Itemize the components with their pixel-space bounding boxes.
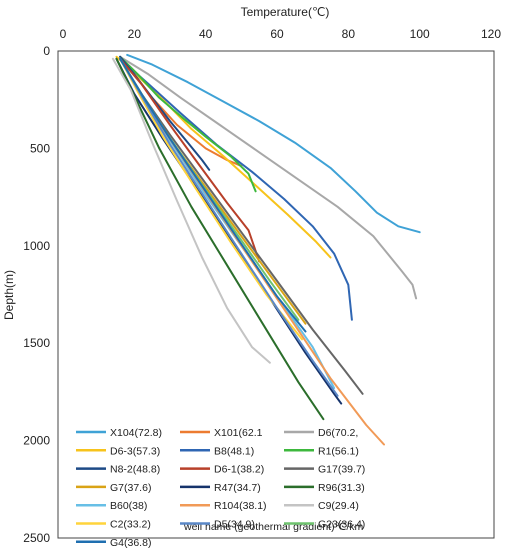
x-tick-label: 40	[199, 27, 213, 41]
x-axis-ticks: 0 20 40 60 80 100 120	[60, 27, 502, 41]
legend-label: B60(38)	[110, 500, 147, 512]
series-line-16	[119, 57, 339, 397]
series-line-14	[111, 57, 271, 364]
legend-item: C2(33.2)	[76, 519, 151, 531]
legend-item: X104(72.8)	[76, 427, 162, 439]
x-tick-label: 0	[60, 27, 67, 41]
legend-item: G23(36.4)	[284, 519, 365, 531]
legend-label: X104(72.8)	[110, 427, 162, 439]
series-lines	[111, 53, 421, 446]
legend: well name (geothermal gradient)℃/km X104…	[76, 427, 365, 549]
legend-item: R47(34.7)	[180, 482, 261, 494]
legend-item: D6-3(57.3)	[76, 445, 160, 457]
legend-label: D5(34.9)	[214, 519, 255, 531]
legend-item: X101(62.1	[180, 427, 263, 439]
legend-item: D6-1(38.2)	[180, 464, 264, 476]
x-tick-label: 80	[342, 27, 356, 41]
legend-label: G17(39.7)	[318, 464, 365, 476]
y-tick-label: 500	[30, 141, 50, 155]
y-tick-label: 0	[43, 44, 50, 58]
legend-item: B8(48.1)	[180, 445, 254, 457]
series-line-18	[119, 57, 307, 333]
legend-label: C9(29.4)	[318, 500, 359, 512]
legend-label: X101(62.1	[214, 427, 263, 439]
x-tick-label: 100	[410, 27, 430, 41]
series-line-5	[119, 55, 257, 193]
x-axis-title: Temperature(℃)	[241, 5, 330, 19]
legend-item: D6(70.2,	[284, 427, 358, 439]
legend-item: N8-2(48.8)	[76, 464, 160, 476]
series-line-2	[119, 55, 418, 300]
legend-label: D6-1(38.2)	[214, 464, 264, 476]
legend-item: G17(39.7)	[284, 464, 365, 476]
legend-item: G7(37.6)	[76, 482, 151, 494]
y-tick-label: 1500	[23, 336, 50, 350]
legend-item: R104(38.1)	[180, 500, 267, 512]
series-line-11	[115, 57, 325, 421]
series-line-7	[119, 57, 261, 263]
legend-label: G7(37.6)	[110, 482, 151, 494]
legend-label: N8-2(48.8)	[110, 464, 160, 476]
legend-label: R96(31.3)	[318, 482, 365, 494]
legend-label: G23(36.4)	[318, 519, 365, 531]
x-tick-label: 60	[270, 27, 284, 41]
series-line-15	[119, 57, 303, 341]
legend-label: R104(38.1)	[214, 500, 267, 512]
legend-label: B8(48.1)	[214, 445, 254, 457]
legend-item: B60(38)	[76, 500, 147, 512]
legend-item: D5(34.9)	[180, 519, 255, 531]
legend-item: C9(29.4)	[284, 500, 359, 512]
legend-label: R47(34.7)	[214, 482, 261, 494]
legend-label: D6-3(57.3)	[110, 445, 160, 457]
series-line-4	[119, 57, 353, 321]
legend-label: R1(56.1)	[318, 445, 359, 457]
plot-frame	[57, 50, 495, 539]
y-axis-ticks: 0 500 1000 1500 2000 2500	[23, 44, 50, 545]
legend-item: G4(36.8)	[76, 537, 151, 549]
legend-label: C2(33.2)	[110, 519, 151, 531]
x-tick-label: 120	[481, 27, 501, 41]
series-line-0	[126, 53, 421, 234]
series-line-8	[119, 57, 364, 395]
legend-label: G4(36.8)	[110, 537, 151, 549]
legend-item: R96(31.3)	[284, 482, 365, 494]
y-tick-label: 1000	[23, 239, 50, 253]
y-tick-label: 2000	[23, 434, 50, 448]
y-tick-label: 2500	[23, 531, 50, 545]
legend-note: well name (geothermal gradient)℃/km	[183, 521, 364, 533]
legend-item: R1(56.1)	[284, 445, 359, 457]
series-line-9	[119, 57, 307, 325]
legend-label: D6(70.2,	[318, 427, 358, 439]
y-axis-title: Depth(m)	[2, 270, 16, 320]
x-tick-label: 20	[128, 27, 142, 41]
